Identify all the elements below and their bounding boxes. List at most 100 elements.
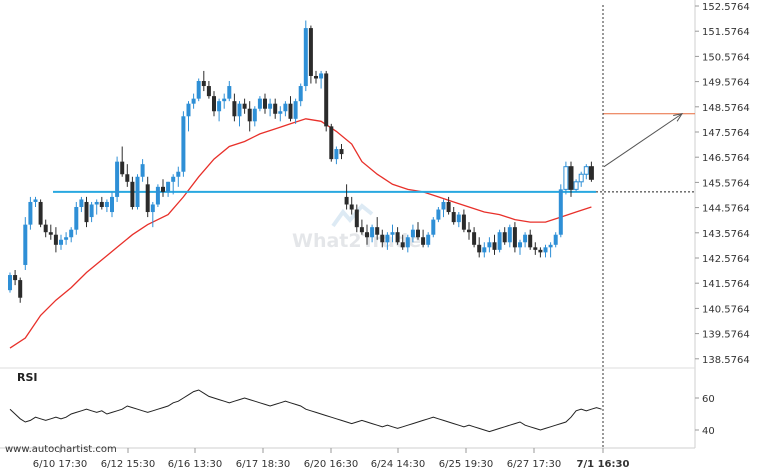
candle — [120, 146, 125, 177]
candle — [191, 93, 196, 109]
candle-body — [104, 201, 109, 208]
candle-body — [263, 98, 267, 109]
candle — [456, 212, 461, 228]
candle — [283, 101, 288, 117]
rsi-label: RSI — [17, 371, 38, 384]
candle — [548, 242, 553, 258]
candle-body — [99, 201, 104, 208]
candle-body — [273, 103, 278, 114]
candle — [518, 239, 522, 255]
candle — [344, 184, 349, 210]
candle — [502, 227, 507, 245]
candle — [247, 101, 252, 132]
candle-body — [84, 201, 89, 223]
candle — [436, 207, 441, 223]
candle — [145, 176, 150, 218]
candle-body — [227, 86, 232, 99]
candle — [252, 106, 257, 127]
candle — [140, 159, 145, 182]
candle-body — [298, 86, 303, 102]
candle-body — [523, 234, 528, 243]
x-tick-label: 6/27 17:30 — [507, 459, 561, 470]
candle-body — [390, 232, 395, 235]
candle-body — [507, 227, 512, 243]
candle-body — [416, 229, 420, 238]
x-tick-label: 6/20 16:30 — [304, 459, 358, 470]
candle-body — [242, 103, 247, 109]
candle — [242, 98, 247, 114]
y-tick-label: 148.5764 — [702, 103, 750, 114]
candle-body — [268, 103, 273, 109]
candle — [533, 242, 538, 255]
candle — [431, 217, 436, 238]
candle-body — [166, 181, 171, 192]
candle — [176, 166, 181, 187]
candle-body — [8, 275, 12, 291]
candle-body — [48, 232, 53, 235]
candle — [314, 70, 318, 84]
candle-body — [339, 149, 344, 155]
x-tick-label: 7/1 16:30 — [577, 459, 630, 470]
candle-body — [324, 73, 329, 127]
x-tick-label: 6/10 17:30 — [33, 459, 87, 470]
candle — [217, 98, 222, 122]
candle — [104, 199, 109, 213]
candle-body — [314, 75, 318, 79]
candle — [110, 191, 114, 218]
candle — [74, 201, 79, 235]
candle-body — [568, 166, 574, 190]
candle-body — [161, 186, 165, 192]
candle-body — [293, 101, 298, 119]
candle-body — [191, 98, 196, 104]
candle-body — [217, 101, 222, 112]
candle-body — [573, 181, 579, 190]
rsi-tick-label: 60 — [702, 394, 715, 405]
candle-body — [431, 219, 436, 235]
candle — [38, 199, 43, 228]
y-tick-label: 142.5764 — [702, 254, 750, 265]
candle-body — [558, 189, 563, 235]
candle — [588, 161, 594, 182]
candle — [212, 91, 216, 117]
candle — [380, 229, 385, 248]
candle — [410, 224, 415, 243]
candle-body — [375, 227, 380, 235]
candle-body — [410, 229, 415, 238]
moving-average-layer — [9, 118, 592, 349]
candle — [583, 164, 589, 180]
x-axis-ticks: 6/10 17:30 6/12 15:30 6/16 13:30 6/17 18:30… — [33, 448, 630, 470]
candle — [553, 232, 558, 248]
candle — [563, 161, 569, 195]
candle — [375, 217, 380, 240]
candle-body — [64, 237, 69, 240]
candle-body — [252, 108, 257, 122]
candle — [477, 237, 482, 258]
candle-body — [436, 209, 441, 220]
candle-body — [538, 249, 543, 253]
candle-body — [400, 242, 405, 248]
candle — [94, 199, 99, 215]
candle — [273, 98, 278, 119]
candle-body — [319, 73, 324, 79]
candle — [329, 123, 334, 162]
watermark-logo-icon — [331, 203, 374, 228]
candle-body — [477, 244, 482, 253]
candle-body — [110, 196, 114, 213]
candle-body — [421, 237, 426, 245]
candle — [232, 93, 237, 122]
candle-body — [359, 227, 364, 233]
y-axis-ticks: 152.5764 151.5764 150.5764 149.5764 148.5764… — [695, 2, 750, 366]
y-tick-label: 143.5764 — [702, 229, 750, 240]
candle — [257, 96, 262, 112]
forecast-arrow-shaft — [603, 113, 683, 168]
candle — [135, 174, 140, 210]
source-credit: www.autochartist.com — [5, 444, 117, 455]
candle — [349, 196, 354, 215]
candle-body — [212, 96, 216, 112]
candle — [482, 242, 487, 258]
candle-body — [385, 234, 390, 243]
candle-body — [206, 86, 211, 97]
candle — [319, 70, 324, 89]
candle — [405, 234, 410, 253]
candle-body — [18, 280, 23, 298]
